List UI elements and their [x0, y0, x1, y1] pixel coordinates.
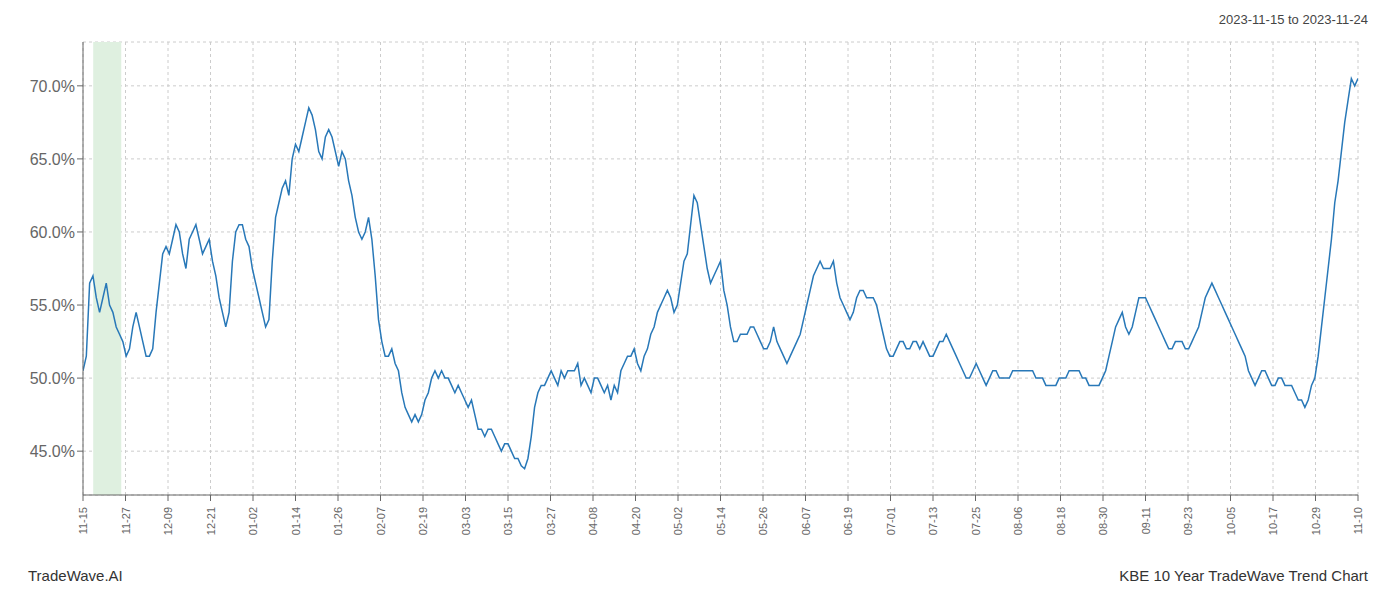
svg-text:03-03: 03-03 — [460, 507, 472, 535]
svg-text:10-17: 10-17 — [1267, 507, 1279, 535]
svg-text:09-23: 09-23 — [1182, 507, 1194, 535]
svg-text:11-15: 11-15 — [77, 507, 89, 534]
svg-text:12-09: 12-09 — [162, 507, 174, 535]
svg-text:06-19: 06-19 — [842, 507, 854, 535]
svg-text:11-27: 11-27 — [120, 507, 132, 534]
svg-text:05-14: 05-14 — [715, 507, 727, 535]
svg-text:12-21: 12-21 — [205, 507, 217, 535]
svg-text:07-25: 07-25 — [970, 507, 982, 535]
svg-text:03-27: 03-27 — [545, 507, 557, 535]
svg-text:08-30: 08-30 — [1097, 507, 1109, 535]
svg-text:01-14: 01-14 — [290, 507, 302, 535]
svg-text:55.0%: 55.0% — [30, 297, 75, 314]
svg-text:60.0%: 60.0% — [30, 224, 75, 241]
svg-text:65.0%: 65.0% — [30, 151, 75, 168]
html-text:2023-11-15 to 2023-11-24: 2023-11-15 to 2023-11-24 — [1218, 12, 1368, 27]
svg-text:05-02: 05-02 — [672, 507, 684, 535]
svg-text:06-07: 06-07 — [800, 507, 812, 535]
svg-text:01-02: 01-02 — [247, 507, 259, 535]
svg-text:08-06: 08-06 — [1012, 507, 1024, 535]
svg-text:07-01: 07-01 — [885, 507, 897, 535]
svg-text:45.0%: 45.0% — [30, 443, 75, 460]
html-text:TradeWave.AI: TradeWave.AI — [28, 567, 123, 584]
svg-text:04-08: 04-08 — [587, 507, 599, 535]
svg-text:11-10: 11-10 — [1352, 507, 1364, 534]
svg-text:04-20: 04-20 — [630, 507, 642, 535]
svg-text:50.0%: 50.0% — [30, 370, 75, 387]
svg-text:03-15: 03-15 — [502, 507, 514, 535]
svg-text:01-26: 01-26 — [332, 507, 344, 535]
svg-text:02-07: 02-07 — [375, 507, 387, 535]
svg-text:02-19: 02-19 — [417, 507, 429, 535]
svg-text:05-26: 05-26 — [757, 507, 769, 535]
svg-text:10-29: 10-29 — [1310, 507, 1322, 535]
html-text:KBE 10 Year TradeWave Trend Ch: KBE 10 Year TradeWave Trend Chart — [1119, 567, 1368, 584]
svg-text:09-11: 09-11 — [1140, 507, 1152, 534]
svg-text:70.0%: 70.0% — [30, 78, 75, 95]
svg-text:07-13: 07-13 — [927, 507, 939, 535]
svg-text:08-18: 08-18 — [1055, 507, 1067, 535]
svg-text:10-05: 10-05 — [1225, 507, 1237, 535]
